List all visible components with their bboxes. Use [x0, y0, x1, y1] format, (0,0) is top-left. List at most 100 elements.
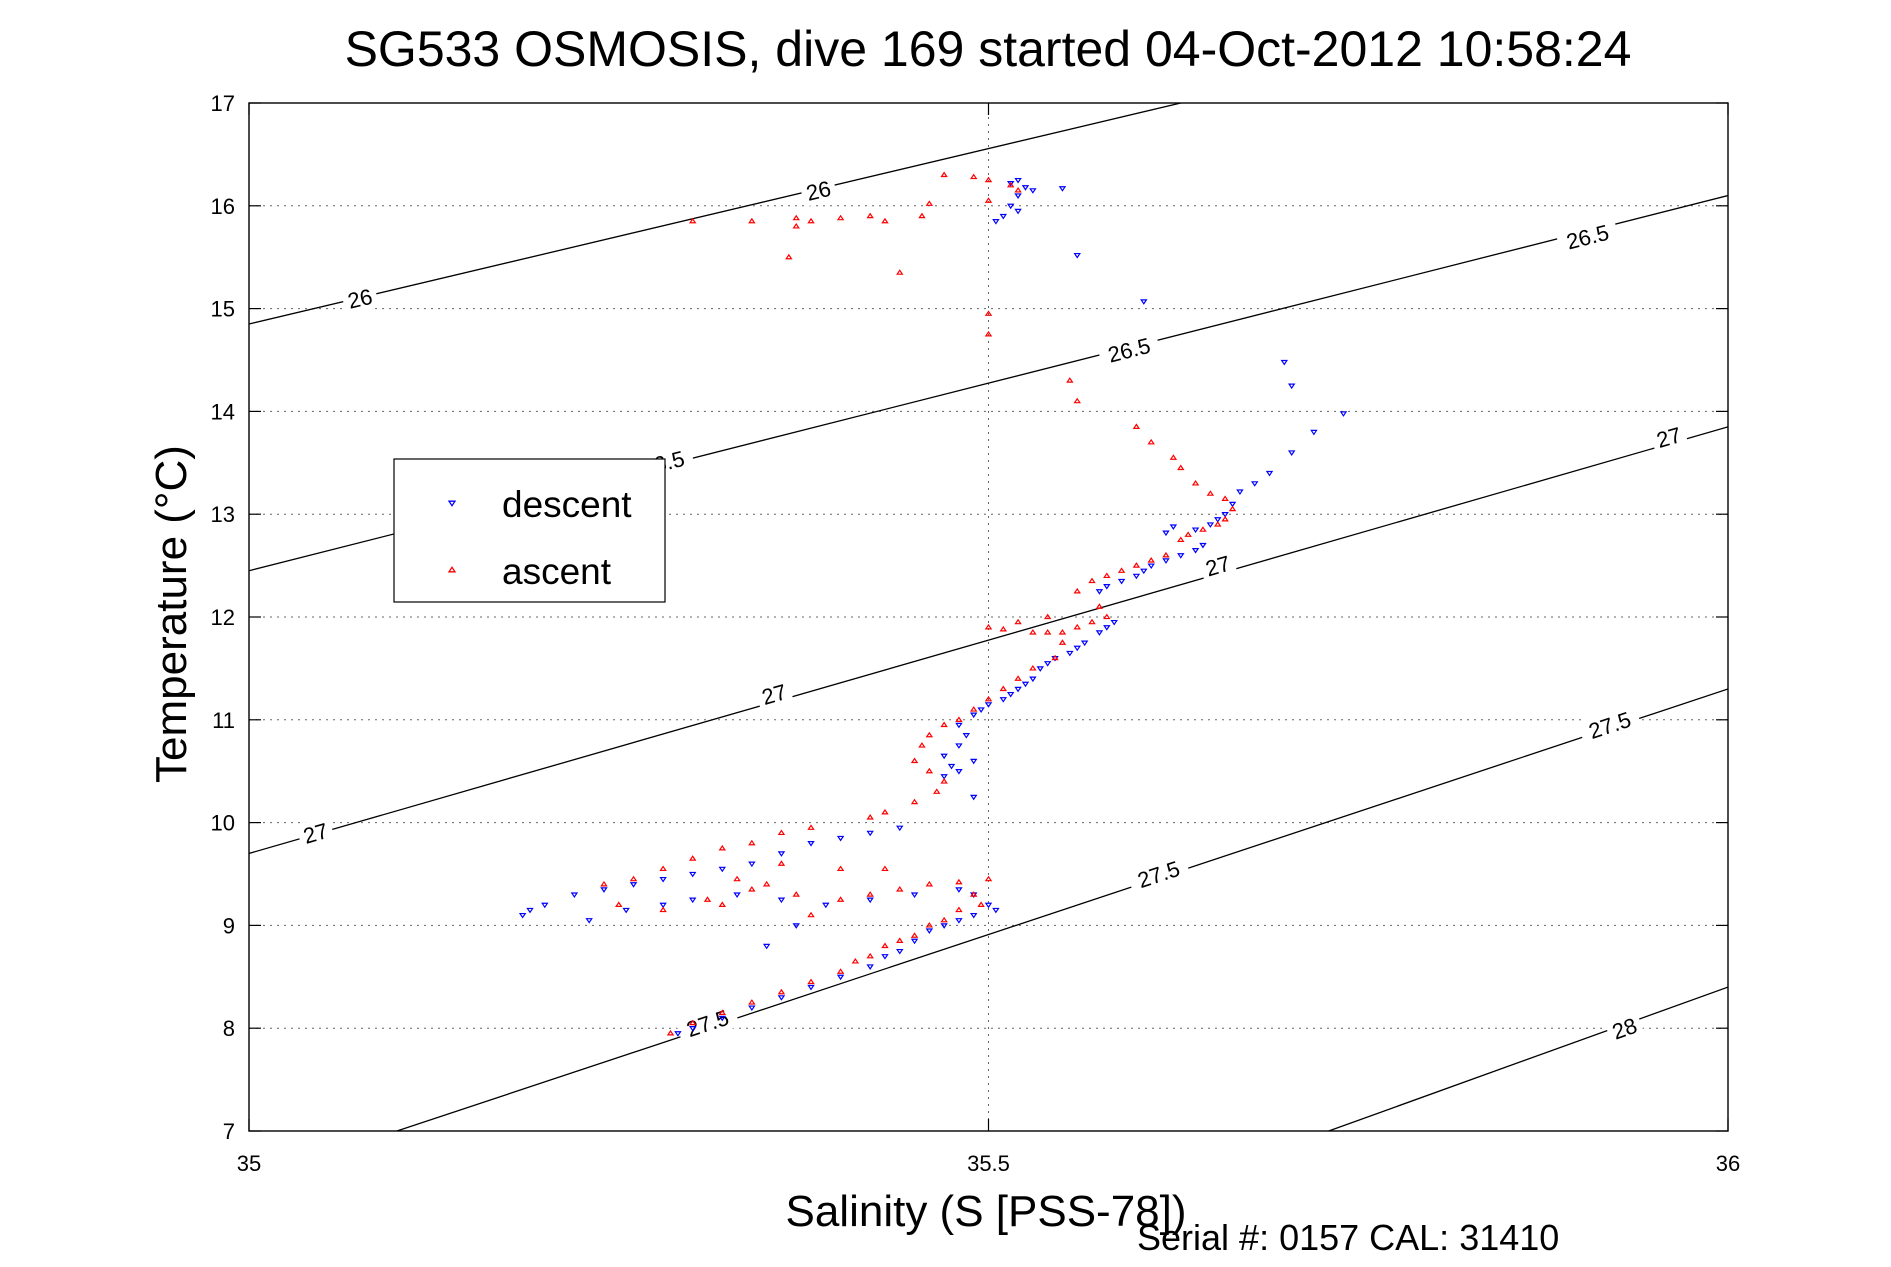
ascent-point [984, 695, 993, 702]
descent-point [807, 984, 815, 991]
ascent-point [881, 942, 889, 949]
descent-point [955, 918, 963, 924]
ascent-point [836, 214, 845, 221]
descent-point [1132, 573, 1141, 580]
descent-point [526, 907, 534, 914]
ascent-point [933, 788, 941, 794]
descent-point [1147, 563, 1155, 570]
descent-point [881, 954, 889, 960]
descent-point [977, 707, 985, 713]
descent-point [969, 712, 978, 719]
ascent-point [1214, 521, 1222, 527]
ascent-point [688, 1019, 697, 1026]
ascent-point [1029, 664, 1037, 671]
ascent-point [1073, 623, 1081, 630]
descent-point [762, 943, 771, 950]
contour-label-bg [1096, 329, 1162, 370]
ascent-point [969, 706, 978, 712]
descent-point [1006, 181, 1015, 187]
legend-box [393, 458, 666, 603]
ascent-point [792, 891, 800, 897]
ascent-point [866, 891, 874, 897]
contour-label-bg [340, 281, 380, 315]
descent-point [1169, 524, 1178, 530]
descent-point [962, 733, 971, 739]
contour-label: 27.5 [1586, 707, 1635, 744]
ascent-point [984, 623, 993, 630]
ascent-point [955, 716, 963, 722]
ascent-point [866, 952, 874, 959]
ascent-point [748, 839, 756, 846]
descent-point [1021, 185, 1030, 191]
ascent-point [896, 937, 904, 943]
x-tick-label: 35.5 [967, 1151, 1010, 1176]
descent-point [1140, 568, 1148, 575]
ascent-point [1221, 515, 1229, 522]
descent-point [955, 743, 963, 749]
ascent-point [748, 885, 756, 892]
descent-point [940, 753, 948, 760]
ascent-point [762, 880, 771, 887]
ascent-point [1029, 628, 1037, 635]
chart-title: SG533 OSMOSIS, dive 169 started 04-Oct-2… [345, 21, 1632, 77]
ascent-point [777, 860, 786, 866]
ascent-point [666, 1029, 675, 1036]
descent-point [1095, 589, 1104, 595]
descent-point [600, 887, 608, 893]
density-contour-26 [249, 103, 1181, 325]
ascent-point [659, 865, 667, 872]
ascent-point [940, 171, 948, 178]
descent-point [866, 897, 874, 904]
descent-point [1103, 625, 1111, 631]
ascent-point [629, 875, 638, 882]
descent-point [570, 892, 579, 898]
ascent-point [969, 891, 978, 897]
descent-point [1310, 429, 1318, 436]
descent-point [622, 907, 630, 914]
x-tick-label: 36 [1716, 1151, 1740, 1176]
y-tick-label: 14 [211, 399, 235, 424]
contour-label-bg [1577, 703, 1643, 747]
ascent-point [836, 865, 845, 872]
ascent-point [940, 778, 948, 784]
axes: 35 35.5 36 7 8 9 10 11 12 13 14 15 16 17 [211, 91, 1741, 1176]
ascent-point [792, 214, 800, 221]
ascent-point [1095, 603, 1104, 609]
ascent-point [1177, 464, 1185, 471]
ascent-point [940, 916, 948, 923]
ascent-point [1014, 186, 1022, 193]
ascent-point [1043, 628, 1052, 635]
ascent-point [925, 767, 934, 774]
ascent-point [896, 269, 904, 275]
descent-point [999, 697, 1008, 703]
ascent-point [881, 808, 889, 815]
ascent-point [703, 896, 712, 902]
descent-point [718, 1015, 727, 1022]
ascent-point [1103, 613, 1111, 620]
contour-label-bg [1604, 1010, 1645, 1047]
descent-point [836, 835, 845, 842]
descent-point [1021, 681, 1030, 688]
descent-point [910, 938, 919, 945]
descent-point [866, 964, 874, 970]
descent-point [1214, 517, 1222, 523]
ascent-point [955, 906, 963, 913]
descent-point [1014, 193, 1022, 199]
y-tick-label: 13 [211, 502, 235, 527]
descent-point [1162, 558, 1170, 564]
ascent-point [1221, 495, 1229, 501]
ascent-point [984, 310, 993, 316]
ascent-point [1014, 675, 1022, 681]
descent-point [1058, 186, 1067, 192]
descent-point [688, 871, 697, 878]
ascent-point [984, 197, 993, 203]
descent-point [1177, 553, 1185, 559]
density-contour-27 [249, 426, 1728, 855]
ascent-point [925, 921, 934, 928]
descent-point [1110, 619, 1118, 626]
ascent-point [1014, 618, 1022, 625]
descent-point [1080, 640, 1089, 647]
ascent-point [600, 880, 608, 887]
ascent-point [1206, 490, 1215, 496]
